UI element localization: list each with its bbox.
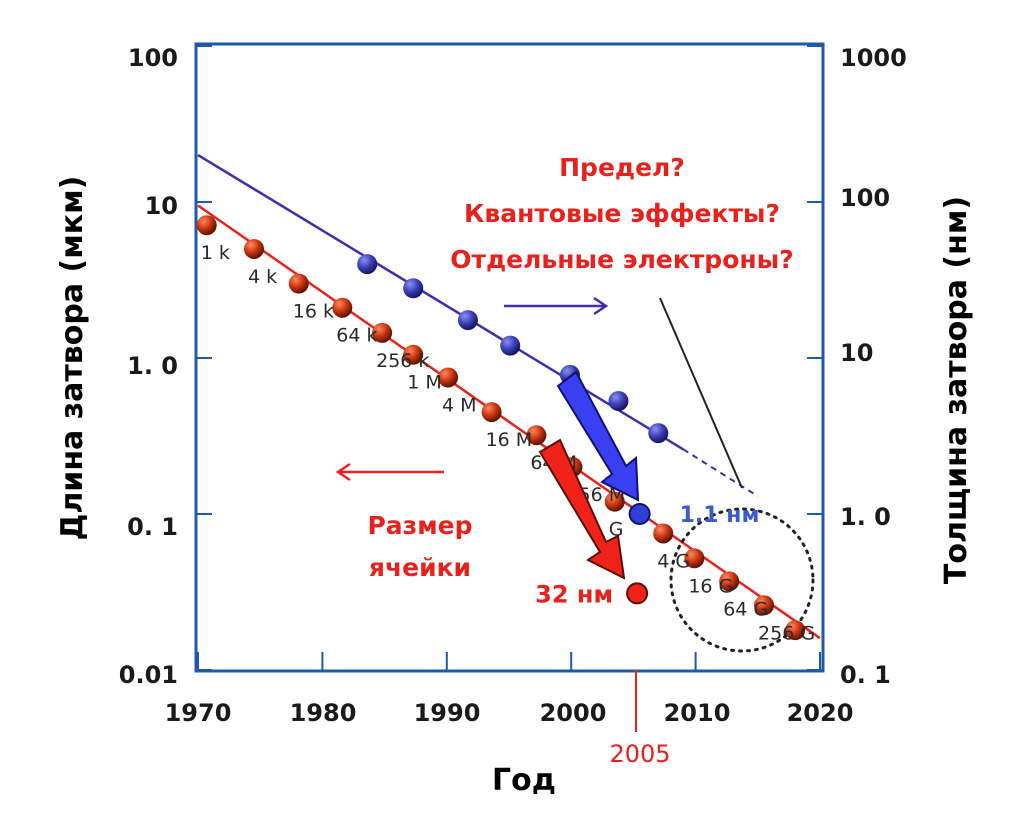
y-left-tick-label: 10 [145,192,178,220]
limit-line-3: Отдельные электроны? [450,245,794,274]
x-tick-label: 1980 [290,699,357,727]
big-red-arrow [538,438,626,580]
x-tick-label: 2000 [540,699,607,727]
red-point [372,322,393,343]
red-point [243,238,264,259]
memory-label: 4 k [248,266,277,288]
y-left-tick-label: 0.01 [119,661,178,689]
year-2005-marker: 2005 [609,670,671,768]
memory-label: 64 G [723,598,768,620]
memory-label: 16 M [486,429,533,451]
red-point [653,523,674,544]
x-tick-label: 2010 [664,699,731,727]
x-tick-label: 1990 [414,699,481,727]
left-arrow-head [335,462,351,482]
memory-label: 4 G [657,550,690,572]
x-tick-label: 1970 [165,699,232,727]
x-axis-ticks: 1970 1980 1990 2000 2010 2020 [165,699,854,727]
year-2005-label: 2005 [609,740,670,768]
y-right-ticks: 1000 100 10 1. 0 0. 1 [840,44,907,689]
blue-point [403,278,424,299]
limit-line-1: Предел? [559,153,685,182]
memory-label: 16 G [688,575,733,597]
memory-label: 256 G [758,622,815,644]
blue-point [648,423,669,444]
blue-trend-extrapolation [682,448,759,498]
red-point [438,367,459,388]
tick-marks [197,45,822,671]
highlight-blue-label: 1.1 нм [680,503,760,528]
blue-point [357,254,378,275]
cell-size-annotation: Размер ячейки [367,511,472,582]
memory-label: 4 M [442,394,477,416]
annotation-arrows [335,296,609,482]
red-point [481,402,502,423]
y-right-tick-label: 10 [840,339,873,367]
memory-label: 1 k [201,242,230,264]
big-blue-arrow [556,370,640,502]
limit-line-2: Квантовые эффекты? [464,199,780,228]
y-right-axis-title: Толщина затвора (нм) [939,196,974,584]
y-right-tick-label: 1. 0 [840,503,891,531]
cell-size-line-1: Размер [367,511,472,540]
y-right-tick-label: 1000 [840,44,907,72]
x-tick-label: 2020 [787,699,854,727]
red-point [288,273,309,294]
highlight-red-label: 32 нм [535,580,613,608]
y-right-tick-label: 100 [840,184,890,212]
blue-trend-line [197,153,684,451]
cell-size-line-2: ячейки [369,553,471,582]
highlight-red-point [626,582,649,605]
right-arrow-head [593,296,609,316]
y-left-ticks: 100 10 1. 0 0. 1 0.01 [119,44,178,689]
y-left-tick-label: 100 [128,44,178,72]
big-arrows [538,370,640,580]
y-right-tick-label: 0. 1 [840,661,891,689]
red-point [684,548,705,569]
plot-frame [194,42,825,673]
red-point [604,491,625,512]
x-axis-title: Год [492,763,556,798]
red-series [196,215,806,641]
red-point [196,215,217,236]
red-point [719,571,740,592]
red-point [526,425,547,446]
limit-region-circle [669,507,815,653]
limit-pointer-line [659,297,743,489]
red-point [403,344,424,365]
y-left-tick-label: 1. 0 [127,352,178,380]
blue-point [500,335,521,356]
memory-label: 1 M [407,372,442,394]
y-left-axis-title: Длина затвора (мкм) [55,176,90,541]
memory-label: G [609,519,624,541]
red-point [332,297,353,318]
red-point [754,595,775,616]
memory-label: 256 k [376,350,429,372]
highlight-blue-point [628,503,651,525]
blue-point [608,391,629,412]
limit-annotation: Предел? Квантовые эффекты? Отдельные эле… [450,153,794,274]
y-left-tick-label: 0. 1 [127,513,178,541]
memory-label: 16 k [293,301,334,323]
blue-point [457,310,478,331]
highlight-layer [659,297,815,653]
memory-label: 64 k [336,325,377,347]
red-point [785,620,806,641]
